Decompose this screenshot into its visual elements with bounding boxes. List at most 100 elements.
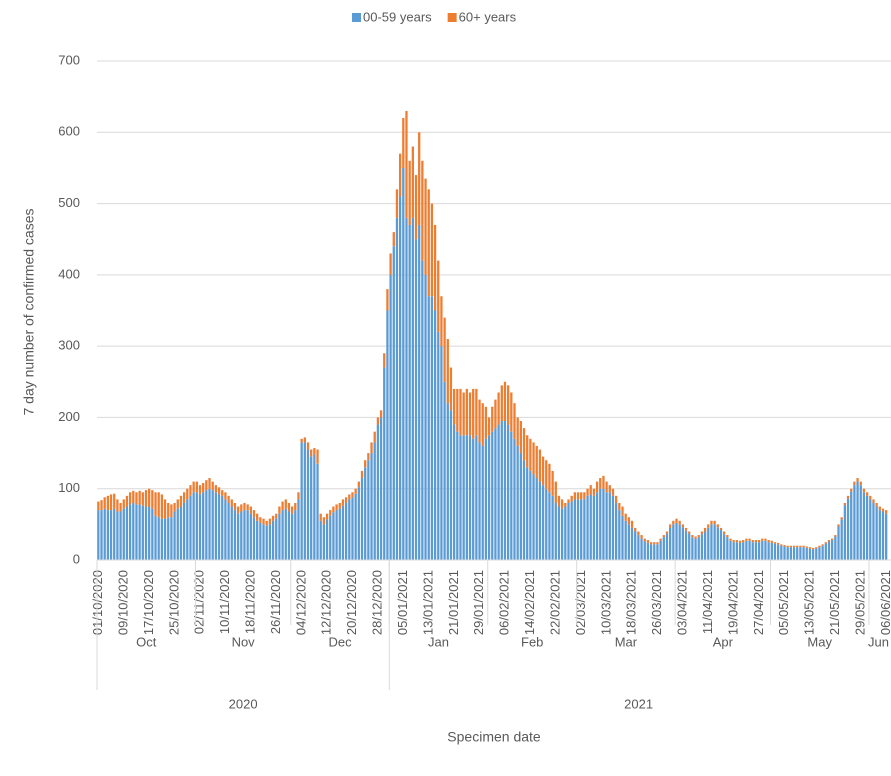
legend-label: 00-59 years [363, 9, 432, 24]
bar-segment [840, 517, 843, 520]
x-tick-label: 18/11/2020 [243, 570, 258, 634]
bar-segment [494, 399, 497, 429]
bar-segment [818, 547, 821, 560]
bar-segment [837, 524, 840, 527]
bar-segment [290, 513, 294, 560]
bar-segment [452, 388, 456, 425]
bar-segment [522, 460, 526, 560]
bar-segment [205, 480, 208, 491]
bar-segment [615, 495, 618, 503]
bar-segment [669, 527, 672, 560]
bar-segment [551, 470, 554, 496]
bar-segment [125, 495, 129, 507]
bar-segment [179, 495, 183, 507]
bar-segment [154, 515, 157, 560]
bar-segment [700, 531, 704, 535]
bar-segment [357, 487, 360, 560]
bar-segment [843, 502, 847, 506]
bar-segment [192, 492, 195, 560]
bar-segment [214, 485, 218, 493]
bar-segment [370, 453, 373, 560]
bar-segment [726, 537, 729, 560]
bar-segment [672, 524, 675, 560]
bar-segment [646, 540, 650, 543]
bar-segment [707, 524, 710, 528]
bar-segment [135, 504, 138, 560]
bar-segment [840, 519, 843, 560]
bar-segment [503, 420, 507, 560]
bar-segment [532, 442, 535, 475]
bar-segment [554, 481, 557, 503]
bar-segment [319, 513, 322, 521]
bar-segment [707, 527, 710, 560]
bar-segment [885, 510, 888, 514]
bar-segment [742, 540, 745, 543]
bar-segment [256, 513, 259, 521]
bar-segment [878, 506, 881, 511]
bar-segment [100, 510, 103, 560]
bar-segment [786, 547, 789, 560]
bar-segment [796, 547, 799, 560]
bar-segment [332, 512, 335, 560]
bar-segment [243, 510, 246, 560]
bar-segment [465, 388, 468, 436]
bar-segment [373, 431, 376, 443]
bar-segment [376, 417, 380, 425]
bar-segment [119, 502, 122, 512]
bar-segment [198, 494, 202, 560]
bar-segment [138, 490, 141, 505]
bar-segment [389, 274, 392, 560]
bar-segment [316, 449, 319, 464]
bar-segment [344, 497, 348, 503]
bar-segment [713, 524, 716, 560]
bar-segment [240, 504, 243, 512]
bar-segment [757, 540, 761, 543]
bar-segment [881, 508, 885, 512]
bar-segment [370, 442, 373, 454]
bar-segment [249, 513, 252, 560]
bar-segment [329, 515, 332, 560]
x-tick-label: 14/02/2021 [522, 570, 537, 635]
bar-segment [297, 499, 300, 560]
bar-segment [621, 515, 624, 560]
bar-segment [103, 497, 106, 509]
bar-segment [516, 417, 519, 446]
bar-segment [649, 542, 653, 545]
bar-segment [386, 289, 389, 311]
bar-segment [748, 538, 751, 541]
x-tick-label: 21/01/2021 [446, 570, 461, 635]
bar-segment [811, 547, 815, 550]
bar-segment [128, 492, 132, 505]
y-tick-label: 700 [58, 52, 80, 67]
bar-segment [392, 232, 395, 247]
bar-segment [656, 542, 659, 545]
bar-segment [132, 490, 135, 503]
bar-segment [163, 518, 167, 560]
bar-segment [446, 403, 449, 560]
bar-segment [459, 435, 462, 560]
bar-segment [564, 506, 567, 560]
bar-segment [526, 467, 529, 560]
bar-segment [157, 517, 160, 560]
bar-segment [348, 494, 351, 500]
bar-segment [170, 504, 173, 518]
bar-segment [364, 467, 367, 560]
bar-segment [414, 239, 418, 560]
bar-segment [243, 502, 246, 511]
month-label: May [807, 634, 832, 649]
bar-segment [646, 542, 650, 560]
bar-segment [878, 510, 881, 560]
bar-segment [484, 438, 488, 560]
bar-segment [748, 540, 751, 560]
bar-segment [379, 417, 383, 560]
bar-segment [583, 492, 586, 500]
bar-segment [430, 203, 434, 297]
bar-segment [364, 460, 367, 468]
bar-segment [580, 492, 583, 500]
bar-segment [265, 520, 268, 526]
bar-segment [246, 510, 249, 560]
bar-segment [325, 519, 329, 560]
bar-segment [167, 502, 170, 518]
bar-segment [433, 310, 437, 560]
bar-segment [437, 331, 440, 560]
